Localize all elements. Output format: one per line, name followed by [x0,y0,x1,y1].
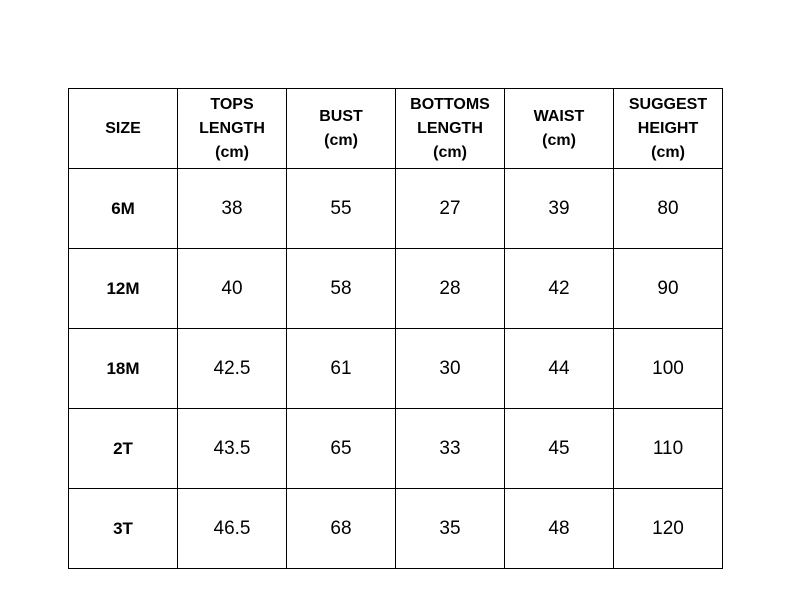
header-bust: BUST (cm) [286,88,396,169]
waist-cell: 44 [504,328,614,409]
waist-cell: 45 [504,408,614,489]
header-tops-length-line-2: LENGTH [199,119,265,137]
header-suggest-height: SUGGEST HEIGHT (cm) [613,88,723,169]
bottoms-length-cell: 28 [395,248,505,329]
waist-cell: 48 [504,488,614,569]
table-row: 3T 46.5 68 35 48 120 [68,488,723,569]
header-bust-line-1: BUST [319,107,363,125]
tops-length-cell: 40 [177,248,287,329]
header-bottoms-length-unit: (cm) [433,143,467,161]
size-cell: 18M [68,328,178,409]
bust-cell: 68 [286,488,396,569]
header-tops-length: TOPS LENGTH (cm) [177,88,287,169]
tops-length-cell: 43.5 [177,408,287,489]
table-row: 12M 40 58 28 42 90 [68,248,723,329]
size-cell: 2T [68,408,178,489]
suggest-height-cell: 100 [613,328,723,409]
header-waist-line-1: WAIST [533,107,585,125]
size-cell: 12M [68,248,178,329]
bust-cell: 55 [286,168,396,249]
header-bottoms-length-line-1: BOTTOMS [410,95,490,113]
size-chart-table: SIZE TOPS LENGTH (cm) BUST (cm) BOTTOMS … [68,88,723,569]
tops-length-cell: 42.5 [177,328,287,409]
size-cell: 3T [68,488,178,569]
header-bottoms-length-line-2: LENGTH [417,119,483,137]
bust-cell: 58 [286,248,396,329]
header-tops-length-unit: (cm) [215,143,249,161]
header-bottoms-length: BOTTOMS LENGTH (cm) [395,88,505,169]
bottoms-length-cell: 35 [395,488,505,569]
size-cell: 6M [68,168,178,249]
header-tops-length-line-1: TOPS [210,95,254,113]
table-row: 6M 38 55 27 39 80 [68,168,723,249]
waist-cell: 42 [504,248,614,329]
bottoms-length-cell: 30 [395,328,505,409]
header-bust-unit: (cm) [324,131,358,149]
header-waist: WAIST (cm) [504,88,614,169]
header-suggest-height-line-2: HEIGHT [637,119,699,137]
suggest-height-cell: 90 [613,248,723,329]
header-suggest-height-unit: (cm) [651,143,685,161]
tops-length-cell: 46.5 [177,488,287,569]
bottoms-length-cell: 27 [395,168,505,249]
bottoms-length-cell: 33 [395,408,505,489]
header-suggest-height-line-1: SUGGEST [628,95,708,113]
bust-cell: 61 [286,328,396,409]
header-size-line: SIZE [105,119,141,137]
waist-cell: 39 [504,168,614,249]
header-row: SIZE TOPS LENGTH (cm) BUST (cm) BOTTOMS … [68,88,723,169]
suggest-height-cell: 80 [613,168,723,249]
header-size: SIZE [68,88,178,169]
table-row: 2T 43.5 65 33 45 110 [68,408,723,489]
suggest-height-cell: 110 [613,408,723,489]
header-waist-unit: (cm) [542,131,576,149]
suggest-height-cell: 120 [613,488,723,569]
tops-length-cell: 38 [177,168,287,249]
bust-cell: 65 [286,408,396,489]
table-row: 18M 42.5 61 30 44 100 [68,328,723,409]
